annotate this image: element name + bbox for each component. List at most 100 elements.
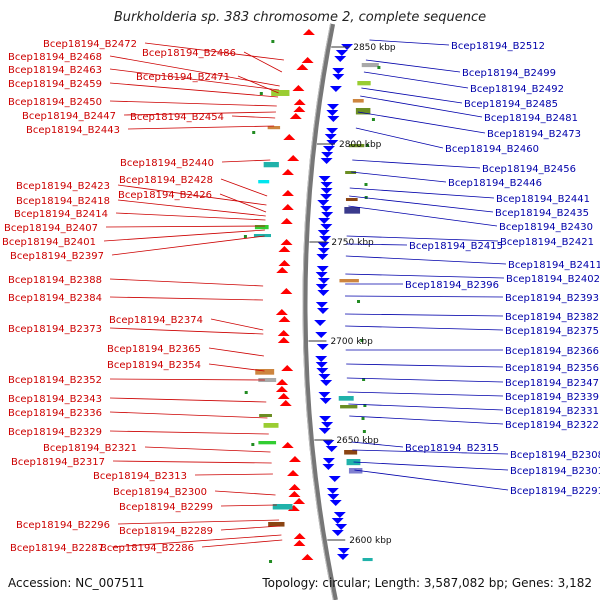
leader-line-left (237, 75, 279, 94)
gene-label-right: Bcep18194_B2366 (505, 346, 599, 357)
kbp-marker-label: 2850 kbp (353, 43, 396, 53)
forward-gene-arrow (322, 440, 335, 446)
reverse-gene-arrow (293, 533, 306, 539)
forward-gene-arrow (324, 134, 337, 140)
gene-feature-block (263, 162, 279, 168)
forward-gene-arrow (320, 380, 333, 386)
forward-gene-arrow (319, 416, 332, 422)
gene-label-right: Bcep18194_B2308 (510, 450, 600, 461)
gene-feature-block (258, 378, 277, 383)
leader-line-right (365, 59, 461, 73)
gene-label-right: Bcep18194_B2446 (448, 178, 542, 189)
leader-line-left (109, 68, 280, 91)
forward-gene-arrow (320, 206, 333, 212)
forward-gene-arrow (335, 50, 348, 56)
feature-dot (371, 118, 375, 121)
feature-dot (357, 300, 361, 303)
leader-line-right (349, 195, 494, 213)
reverse-gene-arrow (276, 379, 289, 385)
gene-feature-block (254, 225, 269, 230)
gene-label-left: Bcep18194_B2428 (119, 175, 213, 186)
forward-gene-arrow (319, 398, 332, 404)
gene-label-right: Bcep18194_B2512 (451, 41, 545, 52)
kbp-marker-label: 2650 kbp (336, 436, 379, 446)
reverse-gene-arrow (276, 267, 289, 273)
forward-gene-arrow (318, 374, 331, 380)
reverse-gene-arrow (280, 239, 293, 245)
forward-gene-arrow (329, 500, 342, 506)
forward-gene-arrow (337, 548, 350, 554)
gene-label-right: Bcep18194_B2393 (505, 293, 599, 304)
reverse-gene-arrow (280, 218, 293, 224)
leader-line-right (363, 71, 469, 89)
leader-line-left (220, 504, 277, 507)
gene-label-right: Bcep18194_B2356 (505, 363, 599, 374)
gene-label-left: Bcep18194_B2365 (107, 344, 201, 355)
leader-line-left (208, 347, 264, 357)
gene-label-left: Bcep18194_B2463 (8, 65, 102, 76)
gene-label-left: Bcep18194_B2459 (8, 79, 102, 90)
forward-gene-arrow (321, 152, 334, 158)
gene-label-right: Bcep18194_B2460 (445, 144, 539, 155)
leader-line-left (109, 378, 265, 381)
forward-gene-arrow (322, 146, 335, 152)
reverse-gene-arrow (287, 155, 300, 161)
gene-label-left: Bcep18194_B2373 (8, 324, 102, 335)
forward-gene-arrow (315, 356, 328, 362)
gene-feature-block (344, 207, 361, 214)
leader-line-right (346, 377, 504, 383)
feature-dot (377, 66, 381, 69)
reverse-gene-arrow (287, 470, 300, 476)
gene-label-right: Bcep18194_B2396 (405, 280, 499, 291)
reverse-gene-arrow (277, 393, 290, 399)
forward-gene-arrow (327, 116, 340, 122)
leader-line-left (194, 473, 273, 476)
leader-line-right (348, 403, 504, 411)
kbp-marker-label: 2600 kbp (349, 536, 392, 546)
gene-label-left: Bcep18194_B2336 (8, 408, 102, 419)
forward-gene-arrow (332, 74, 345, 80)
map-title: Burkholderia sp. 383 chromosome 2, compl… (113, 10, 487, 25)
gene-feature-block (346, 459, 361, 466)
forward-gene-arrow (333, 512, 346, 518)
gene-label-left: Bcep18194_B2374 (109, 315, 203, 326)
feature-dot (252, 131, 256, 134)
gene-label-right: Bcep18194_B2322 (505, 420, 599, 431)
gene-feature-block (362, 558, 373, 562)
gene-label-left: Bcep18194_B2329 (8, 427, 102, 438)
leader-line-right (369, 39, 450, 46)
leader-line-left (117, 184, 267, 206)
gene-feature-block (258, 441, 277, 445)
gene-label-right: Bcep18194_B2375 (505, 326, 599, 337)
gene-feature-block (348, 144, 365, 148)
leader-line-right (349, 187, 495, 199)
gene-feature-block (340, 405, 358, 409)
gene-label-left: Bcep18194_B2450 (8, 97, 102, 108)
forward-gene-arrow (326, 128, 339, 134)
forward-gene-arrow (317, 200, 330, 206)
reverse-gene-arrow (293, 99, 306, 105)
leader-line-left (123, 111, 276, 116)
leader-line-right (351, 171, 447, 183)
forward-gene-arrow (322, 458, 335, 464)
feature-dot (269, 560, 273, 563)
gene-label-left: Bcep18194_B2440 (120, 158, 214, 169)
gene-label-right: Bcep18194_B2339 (505, 392, 599, 403)
forward-gene-arrow (318, 392, 331, 398)
leader-line-left (144, 42, 284, 61)
forward-gene-arrow (319, 236, 332, 242)
feature-dot (363, 404, 367, 407)
leader-line-left (109, 278, 264, 287)
backbone-highlight (302, 23, 334, 600)
leader-line-left (201, 539, 283, 548)
leader-line-right (357, 111, 486, 134)
gene-label-left: Bcep18194_B2443 (26, 125, 120, 136)
forward-gene-arrow (326, 488, 339, 494)
gene-label-right: Bcep18194_B2441 (496, 194, 590, 205)
gene-label-left: Bcep18194_B2397 (10, 251, 104, 262)
forward-gene-arrow (320, 182, 333, 188)
gene-feature-block (267, 126, 281, 130)
gene-feature-block (355, 108, 371, 115)
kbp-marker-label: 2750 kbp (331, 238, 374, 248)
gene-label-left: Bcep18194_B2299 (119, 502, 213, 513)
